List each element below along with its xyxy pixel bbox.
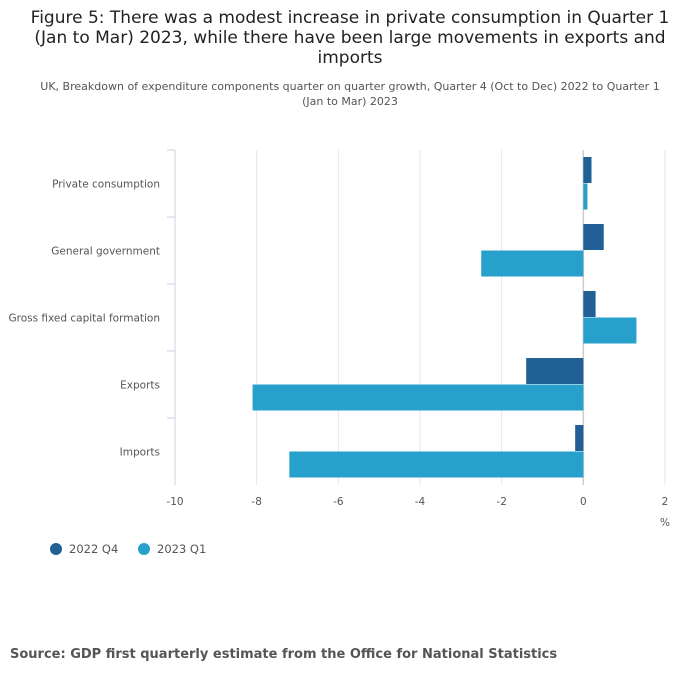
y-tick-label: Exports — [120, 380, 160, 392]
bar-2023-q1 — [481, 250, 584, 277]
chart-subtitle: UK, Breakdown of expenditure components … — [40, 80, 660, 108]
x-tick-label: 2 — [662, 496, 669, 508]
y-tick-label: Gross fixed capital formation — [8, 313, 160, 325]
bar-2022-q4 — [583, 157, 592, 183]
legend-label: 2022 Q4 — [69, 542, 118, 556]
bar-2022-q4 — [583, 224, 604, 250]
legend-marker — [50, 543, 62, 555]
x-tick-label: -8 — [251, 496, 261, 508]
legend-marker — [138, 543, 150, 555]
x-tick-label: -4 — [415, 496, 426, 508]
bar-2023-q1 — [289, 451, 584, 478]
source-note: Source: GDP first quarterly estimate fro… — [10, 647, 558, 662]
bar-2022-q4 — [583, 291, 596, 317]
bar-chart: -10 -8 -6 -4 -2 0 2% Private consumption General… — [8, 149, 670, 556]
x-tick-label: -6 — [333, 496, 344, 508]
x-tick-label: 0 — [580, 496, 587, 508]
y-tick-label: Private consumption — [52, 179, 160, 191]
bar-2023-q1 — [583, 183, 588, 210]
bar-2023-q1 — [583, 317, 637, 344]
bar-2022-q4 — [575, 425, 584, 451]
y-tick-label: General government — [51, 246, 160, 258]
chart-title: Figure 5: There was a modest increase in… — [30, 8, 670, 68]
legend-label: 2023 Q1 — [157, 542, 206, 556]
bar-2023-q1 — [252, 384, 584, 411]
bar-2022-q4 — [526, 358, 584, 384]
y-tick-label: Imports — [120, 447, 160, 459]
x-tick-label: -10 — [166, 496, 183, 508]
x-tick-label: -2 — [496, 496, 506, 508]
x-axis-label: % — [660, 517, 670, 529]
